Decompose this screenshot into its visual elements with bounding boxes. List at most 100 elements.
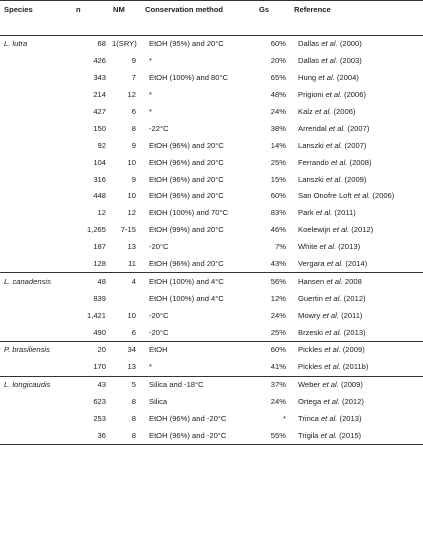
reference-et-al: et al.: [324, 345, 341, 355]
species-cell: [0, 154, 72, 171]
reference-author: Dallas: [298, 39, 320, 49]
nm-cell: 7: [131, 73, 136, 83]
reference-cell: Prigioni et al. (2006): [290, 87, 423, 104]
gs-cell: 65%: [270, 73, 286, 83]
reference-et-al: et al.: [325, 174, 343, 184]
gs-cell: 38%: [270, 123, 286, 133]
n-cell: 48: [72, 272, 109, 291]
conservation-method-cell: EtOH (96%) and 20°C: [149, 157, 224, 167]
nm-cell: 10: [127, 310, 136, 320]
reference-et-al: et al.: [325, 90, 342, 100]
table-row: L. lutra 68 1(SRY) EtOH (95%) and 20°C 60% Da…: [0, 36, 423, 53]
reference-year: (2012): [351, 225, 374, 235]
conservation-method-cell: EtOH (100%) and 4°C: [149, 293, 224, 303]
reference-cell: Arrendal et al. (2007): [290, 120, 423, 137]
nm-cell: 34: [109, 341, 141, 359]
species-cell: [0, 359, 72, 376]
table-row: L. longicaudis 43 5 Silica and -18°C 37% Webe…: [0, 375, 423, 394]
reference-et-al: et al.: [325, 327, 342, 337]
conservation-method-cell: EtOH (96%) and -20°C: [149, 414, 227, 424]
species-cell: [0, 307, 72, 324]
reference-year: (2009): [344, 174, 367, 184]
reference-cell: San Onofre Loft et al. (2006): [290, 188, 423, 205]
reference-year: 2008: [344, 276, 362, 286]
conservation-method-cell: EtOH (96%) and 20°C: [149, 259, 224, 269]
table-row: 128 11 EtOH (96%) and 20°C 43% Vergara et al…: [0, 256, 423, 273]
n-cell: 128: [93, 259, 106, 269]
reference-year: (2013): [343, 327, 366, 337]
reference-author: Pickles: [298, 345, 323, 355]
species-cell: [0, 394, 72, 411]
conservation-method-cell: EtOH: [141, 341, 255, 359]
species-cell: [0, 411, 72, 428]
n-cell: 490: [93, 327, 106, 337]
conservation-method-cell: -20°C: [149, 242, 169, 252]
conservation-method-cell: EtOH (100%) and 70°C: [149, 208, 229, 218]
reference-year: (2015): [339, 430, 362, 440]
species-cell: [0, 53, 72, 70]
gs-cell: 24%: [270, 397, 286, 407]
table-row: L. canadensis 48 4 EtOH (100%) and 4°C 56% Ha…: [0, 272, 423, 291]
reference-year: (2011b): [342, 362, 369, 372]
n-cell: 1,421: [86, 310, 106, 320]
n-cell: 623: [93, 397, 106, 407]
n-cell: 187: [93, 242, 106, 252]
reference-cell: White et al. (2013): [290, 239, 423, 256]
species-cell: L. longicaudis: [0, 375, 72, 394]
reference-author: Trigila: [298, 430, 319, 440]
conservation-method-cell: *: [149, 107, 152, 116]
reference-cell: Trinca et al. (2013): [290, 411, 423, 428]
nm-cell: 13: [127, 242, 136, 252]
reference-cell: Ferrando et al. (2008): [290, 154, 423, 171]
table-row: 490 6 -20°C 25% Brzeski et al. (2013): [0, 324, 423, 341]
table-row: 427 6 * 24% Kalz et al. (2006): [0, 104, 423, 121]
reference-year: (2009): [340, 380, 363, 390]
reference-year: (2011): [341, 310, 363, 320]
reference-et-al: et al.: [330, 157, 348, 167]
reference-author: Arrendal: [298, 123, 327, 133]
reference-cell: Kalz et al. (2006): [290, 104, 423, 121]
reference-cell: Ortega et al. (2012): [290, 394, 423, 411]
nm-cell: 12: [127, 208, 136, 218]
gs-cell: 46%: [270, 225, 286, 235]
reference-et-al: et al.: [322, 310, 339, 320]
n-cell: 36: [72, 427, 109, 446]
reference-et-al: et al.: [328, 123, 346, 133]
table-row: 92 9 EtOH (96%) and 20°C 14% Lanszki et al. …: [0, 137, 423, 154]
n-cell: 343: [93, 73, 106, 83]
header-conservation-method: Conservation method: [141, 0, 255, 36]
nm-cell: 9: [131, 56, 136, 66]
reference-author: San Onofre Loft: [298, 191, 352, 201]
reference-year: (2012): [341, 397, 364, 407]
conservation-method-cell: *: [149, 56, 152, 66]
reference-author: Hung: [298, 73, 317, 83]
n-cell: 68: [97, 39, 106, 49]
n-cell: 43: [72, 375, 109, 394]
reference-cell: Dallas et al. (2003): [290, 53, 423, 70]
reference-author: Brzeski: [298, 327, 323, 337]
n-cell: 20: [72, 341, 109, 359]
reference-year: (2003): [339, 56, 362, 66]
species-cell: [0, 205, 72, 222]
reference-year: (2013): [338, 242, 361, 252]
table-row: 170 13 * 41% Pickles et al. (2011b): [0, 359, 423, 376]
reference-author: Lanszki: [298, 174, 324, 184]
gs-cell: 60%: [255, 341, 290, 359]
gs-cell: 24%: [270, 107, 286, 116]
species-cell: P. brasiliensis: [0, 341, 72, 359]
table-row: 187 13 -20°C 7% White et al. (2013): [0, 239, 423, 256]
nm-cell: 12: [127, 90, 136, 100]
species-cell: [0, 120, 72, 137]
table-row: 1,421 10 -20°C 24% Mowry et al. (2011): [0, 307, 423, 324]
reference-cell: Park et al. (2011): [290, 205, 423, 222]
table-row: 426 9 * 20% Dallas et al. (2003): [0, 53, 423, 70]
reference-cell: Hung et al. (2004): [290, 70, 423, 87]
species-cell: [0, 324, 72, 341]
gs-cell: *: [283, 414, 286, 424]
reference-author: Trinca: [298, 414, 319, 424]
header-species: Species: [0, 0, 72, 36]
species-cell: [0, 427, 72, 446]
reference-et-al: et al.: [324, 362, 341, 372]
reference-et-al: et al.: [320, 430, 337, 440]
reference-author: Dallas: [298, 56, 320, 66]
